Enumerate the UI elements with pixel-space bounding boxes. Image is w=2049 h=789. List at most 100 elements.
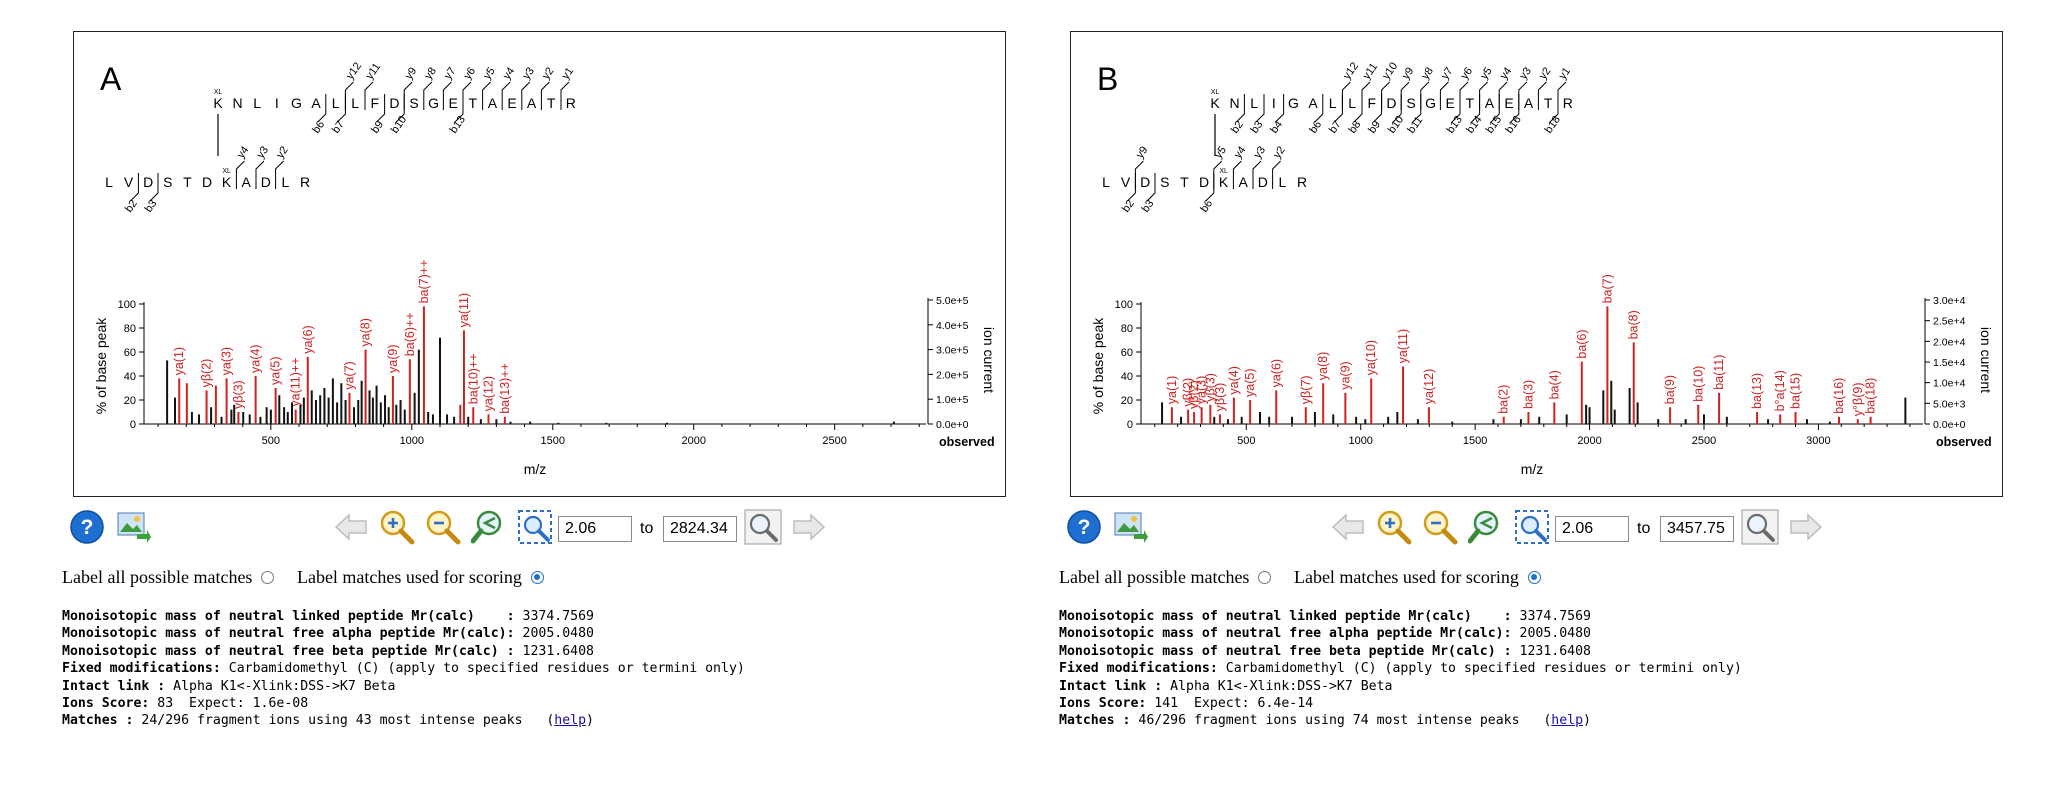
range-from-input[interactable] (558, 516, 632, 542)
help-icon[interactable]: ? (68, 508, 106, 546)
y-ion-label: y5 (1478, 65, 1494, 81)
b-ion-bracket (1236, 94, 1245, 123)
help-link[interactable]: help (1551, 713, 1584, 729)
b-ion-label: b9 (1366, 119, 1383, 136)
panel-letter: A (100, 61, 122, 97)
b-ion-label: b3 (1140, 198, 1157, 215)
forward-arrow-icon[interactable] (790, 508, 828, 546)
y-ion-label: y12 (344, 60, 364, 81)
residue: L (105, 174, 113, 190)
y-ion-bracket (521, 81, 531, 110)
label-all-radio[interactable] (1258, 571, 1272, 584)
b-ion-bracket (1451, 94, 1461, 123)
b-ion-bracket (1510, 94, 1520, 123)
peak-label: ya(8) (359, 318, 373, 346)
zoom-apply-icon[interactable] (744, 508, 782, 546)
label-all-radio[interactable] (261, 571, 275, 584)
b-ion-bracket (395, 94, 405, 123)
zoom-fit-icon[interactable] (516, 508, 554, 546)
y-ion-bracket (1272, 160, 1281, 189)
b-ion-label: b6 (1307, 119, 1324, 136)
b-ion-bracket (1490, 94, 1500, 123)
svg-text:?: ? (81, 516, 94, 539)
peak-label: yβ(7) (1299, 375, 1313, 404)
zoom-in-icon[interactable] (1375, 508, 1413, 546)
label-scoring-radio[interactable] (1527, 571, 1541, 584)
peak-label: ba(10)++ (466, 353, 480, 404)
zoom-reset-icon[interactable] (470, 508, 508, 546)
residue: L (1348, 95, 1356, 111)
residue: D (1386, 95, 1396, 111)
y-tick-label: 0 (130, 419, 136, 431)
y2-tick-label: 2.5e+4 (1933, 316, 1966, 328)
label-scoring-option[interactable]: Label matches used for scoring (297, 567, 544, 588)
b-ion-label: b2 (123, 198, 140, 215)
b-ion-bracket (1146, 173, 1156, 202)
residue: E (1504, 95, 1513, 111)
help-link[interactable]: help (554, 713, 587, 729)
zoom-out-icon[interactable] (1421, 508, 1459, 546)
x-tick-label: 2000 (1577, 435, 1601, 447)
peak-label: ba(6) (1575, 329, 1589, 358)
label-all-option[interactable]: Label all possible matches (62, 567, 275, 588)
zoom-fit-icon[interactable] (1513, 508, 1551, 546)
range-to-input[interactable] (663, 516, 737, 542)
export-image-icon[interactable] (114, 508, 152, 546)
help-icon[interactable]: ? (1065, 508, 1103, 546)
back-arrow-icon[interactable] (1329, 508, 1367, 546)
back-arrow-icon[interactable] (332, 508, 370, 546)
peak-label: ya(1) (1165, 376, 1179, 404)
residue: K (222, 174, 232, 190)
residue: D (261, 174, 271, 190)
peptide-info: Monoisotopic mass of neutral linked pept… (1059, 608, 1742, 730)
y2-tick-label: 5.0e+3 (1933, 398, 1966, 410)
label-scoring-radio[interactable] (530, 571, 544, 584)
residue: D (1258, 174, 1268, 190)
label-scoring-option[interactable]: Label matches used for scoring (1294, 567, 1541, 588)
y-tick-label: 80 (124, 323, 136, 335)
forward-arrow-icon[interactable] (1787, 508, 1825, 546)
y-ion-bracket (442, 81, 452, 110)
residue: L (351, 95, 359, 111)
range-from-input[interactable] (1555, 516, 1629, 542)
b-ion-label: b15 (1484, 114, 1504, 136)
residue: T (469, 95, 478, 111)
residue: E (507, 95, 516, 111)
y-tick-label: 40 (1121, 371, 1133, 383)
peak-label: ya(6) (301, 325, 315, 353)
y-ion-bracket (235, 160, 245, 189)
y2-tick-label: 3.0e+5 (936, 345, 969, 357)
peak-label: ba(13) (1750, 373, 1764, 409)
zoom-apply-icon[interactable] (1741, 508, 1779, 546)
residue: F (1368, 95, 1377, 111)
y-ion-label: y7 (442, 65, 458, 81)
info-line: Fixed modifications: Carbamidomethyl (C)… (1059, 661, 1742, 677)
x-tick-label: 2500 (822, 435, 846, 447)
panel-b: B K N L I G A L L F D S G E T A E A T R XL y12 y11 y10 y9 y8 y7 y6 y… (997, 0, 2003, 789)
range-to-input[interactable] (1660, 516, 1734, 542)
residue: G (428, 95, 439, 111)
peak-label: ba(7)++ (417, 260, 431, 304)
export-image-icon[interactable] (1111, 508, 1149, 546)
residue: R (300, 174, 310, 190)
peak-label: ya(11) (1396, 329, 1410, 364)
b-ion-bracket (454, 94, 464, 123)
label-all-option[interactable]: Label all possible matches (1059, 567, 1272, 588)
b-ion-bracket (1255, 94, 1265, 123)
zoom-out-icon[interactable] (424, 508, 462, 546)
peak-label: ba(18) (1864, 378, 1878, 414)
b-ion-bracket (149, 173, 159, 202)
y-ion-label: y9 (1400, 65, 1416, 81)
b-ion-bracket (1392, 94, 1402, 123)
b-ion-label: b6 (310, 119, 327, 136)
b-ion-bracket (337, 94, 346, 123)
zoom-reset-icon[interactable] (1467, 508, 1505, 546)
residue: L (1250, 95, 1258, 111)
observed-label: observed (939, 435, 995, 449)
y-ion-label: y4 (501, 65, 517, 81)
label-scoring-text: Label matches used for scoring (296, 567, 522, 587)
zoom-in-icon[interactable] (378, 508, 416, 546)
info-line: Intact link : Alpha K1<-Xlink:DSS->K7 Be… (62, 678, 396, 694)
